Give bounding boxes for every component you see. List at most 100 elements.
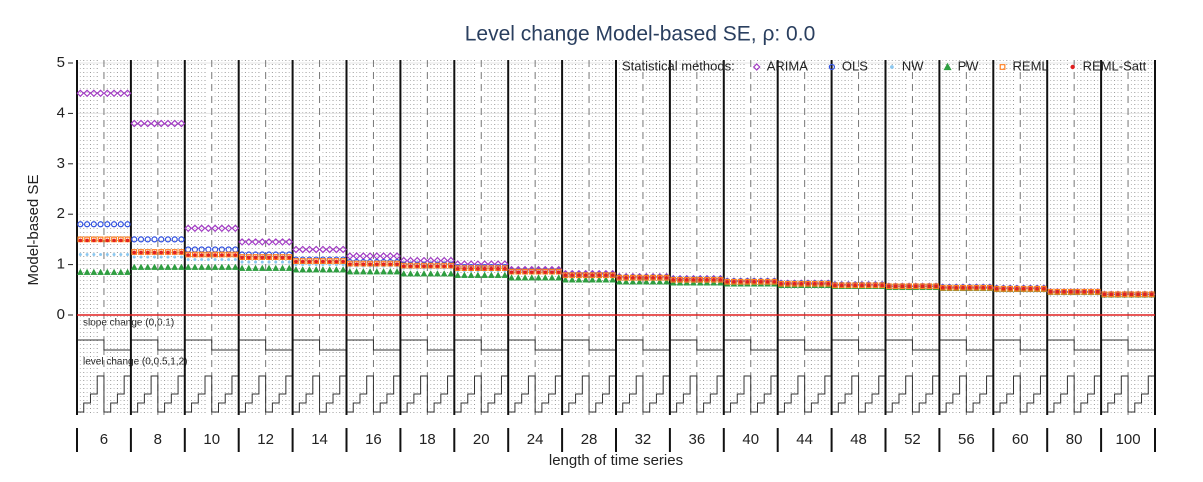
slope-step	[508, 339, 563, 351]
level-step	[616, 375, 670, 413]
marker-row	[294, 259, 345, 264]
slope-step	[346, 339, 401, 351]
marker-row	[240, 260, 291, 264]
y-tick-label: 5	[57, 54, 65, 71]
marker-row	[670, 276, 724, 283]
y-tick-label: 3	[57, 155, 65, 172]
x-tick-label: 20	[473, 431, 490, 448]
marker-row	[77, 236, 131, 243]
y-tick-label: 0	[57, 306, 65, 323]
marker-row	[77, 221, 131, 228]
marker-row	[76, 268, 131, 275]
slope-step	[1047, 339, 1102, 351]
slope-step	[616, 339, 670, 351]
slope-step	[777, 339, 832, 351]
marker-row	[186, 253, 238, 257]
marker-row	[400, 270, 455, 277]
marker-row	[833, 283, 884, 288]
slope-step	[400, 339, 455, 351]
x-tick-label: 6	[100, 431, 108, 448]
slope-step	[831, 339, 886, 351]
marker-row	[186, 258, 237, 262]
x-tick-label: 8	[154, 431, 162, 448]
marker-row	[454, 265, 508, 272]
slope-step	[238, 339, 293, 351]
slope-step	[939, 339, 994, 351]
level-step	[454, 375, 509, 413]
marker-row	[1047, 288, 1101, 295]
level-step	[562, 375, 616, 413]
marker-row	[292, 245, 347, 254]
legend-label: REML-Satt	[1083, 58, 1147, 73]
marker-row	[292, 266, 347, 273]
marker-row	[238, 238, 294, 246]
level-step	[77, 375, 131, 413]
marker-row	[239, 254, 293, 260]
legend-marker	[752, 63, 761, 71]
marker-row	[78, 253, 130, 257]
x-tick-label: 16	[365, 431, 382, 448]
slope-step	[885, 339, 940, 351]
marker-row	[400, 262, 454, 269]
marker-row	[994, 287, 1046, 291]
marker-row	[509, 270, 561, 274]
marker-row	[1102, 292, 1154, 297]
legend-label: OLS	[842, 58, 868, 73]
x-tick-label: 12	[257, 431, 274, 448]
marker-row	[885, 283, 939, 290]
x-tick-label: 52	[904, 431, 921, 448]
marker-row	[725, 279, 777, 284]
marker-row	[132, 250, 184, 255]
level-step	[238, 375, 293, 413]
slope-step	[184, 339, 239, 351]
level-step	[939, 375, 994, 413]
panel-label: slope change (0,0.1)	[83, 318, 174, 329]
marker-row	[130, 119, 186, 128]
marker-row	[76, 89, 132, 98]
marker-row	[1101, 291, 1155, 298]
marker-row	[508, 268, 562, 275]
marker-row	[454, 271, 509, 278]
x-tick-label: 24	[527, 431, 544, 448]
marker-row	[832, 282, 886, 289]
marker-row	[185, 251, 239, 258]
x-tick-label: 60	[1012, 431, 1029, 448]
x-axis-label: length of time series	[549, 452, 683, 469]
level-step	[831, 375, 886, 413]
x-tick-label: 32	[635, 431, 652, 448]
marker-row	[563, 273, 615, 277]
marker-row	[616, 274, 670, 281]
x-tick-label: 18	[419, 431, 436, 448]
level-step	[130, 375, 185, 413]
slope-step	[562, 339, 616, 351]
level-step	[993, 375, 1048, 413]
level-step	[292, 375, 347, 413]
marker-row	[348, 262, 399, 266]
slope-step	[130, 339, 185, 351]
marker-row	[455, 266, 507, 271]
x-tick-label: 10	[203, 431, 220, 448]
legend-label: REML	[1013, 58, 1049, 73]
level-step	[346, 375, 401, 413]
legend-title: Statistical methods:	[622, 58, 735, 73]
marker-row	[293, 258, 347, 264]
x-tick-label: 14	[311, 431, 328, 448]
legend-marker	[999, 64, 1006, 70]
marker-row	[939, 284, 993, 291]
marker-row	[185, 246, 239, 253]
marker-row	[724, 278, 778, 285]
marker-row	[562, 276, 617, 283]
marker-row	[615, 278, 670, 285]
legend-marker	[828, 63, 835, 71]
y-axis-label: Model-based SE	[25, 175, 42, 286]
slope-step	[454, 339, 509, 351]
marker-row	[993, 285, 1047, 292]
marker-row	[401, 264, 453, 268]
marker-row	[617, 275, 669, 280]
marker-row	[940, 286, 992, 290]
legend-marker	[943, 62, 952, 71]
level-step	[777, 375, 832, 413]
marker-row	[778, 280, 832, 287]
marker-row	[562, 272, 616, 279]
legend-marker	[1070, 64, 1075, 70]
